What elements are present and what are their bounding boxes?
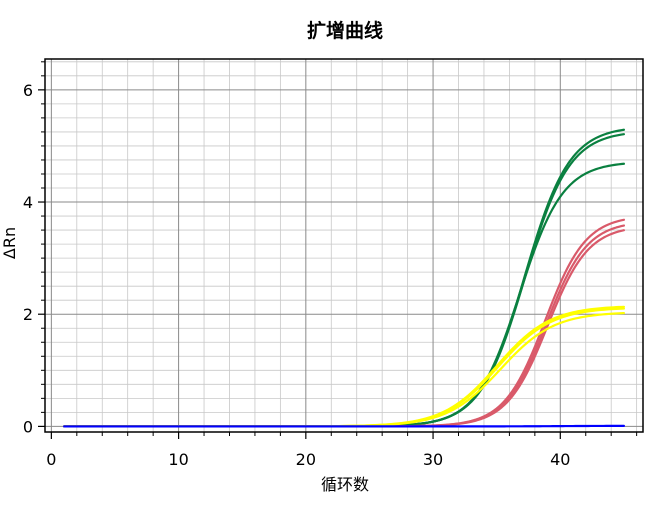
series-line-2: [62, 133, 626, 428]
x-axis-label: 循环数: [321, 475, 369, 494]
y-tick-label: 6: [23, 81, 33, 100]
series-line-3: [62, 162, 626, 428]
x-tick-label: 20: [296, 450, 316, 469]
y-tick-label: 0: [23, 417, 33, 436]
x-tick-label: 10: [168, 450, 188, 469]
series-group: [62, 128, 626, 428]
x-tick-label: 0: [46, 450, 56, 469]
series-line-9: [62, 311, 626, 428]
series-line-4: [62, 218, 626, 428]
plot-frame: [44, 58, 644, 433]
y-axis-label: ΔRn: [0, 227, 19, 259]
series-line-7: [62, 305, 626, 428]
x-tick-label: 30: [423, 450, 443, 469]
series-line-10: [62, 424, 626, 428]
chart-title: 扩增曲线: [307, 19, 383, 42]
ticks: 0 10 20 30 40 0 2 4 6: [23, 61, 638, 469]
y-tick-label: 2: [23, 305, 33, 324]
x-tick-label: 40: [550, 450, 570, 469]
y-tick-label: 4: [23, 193, 33, 212]
grid: [45, 59, 643, 432]
